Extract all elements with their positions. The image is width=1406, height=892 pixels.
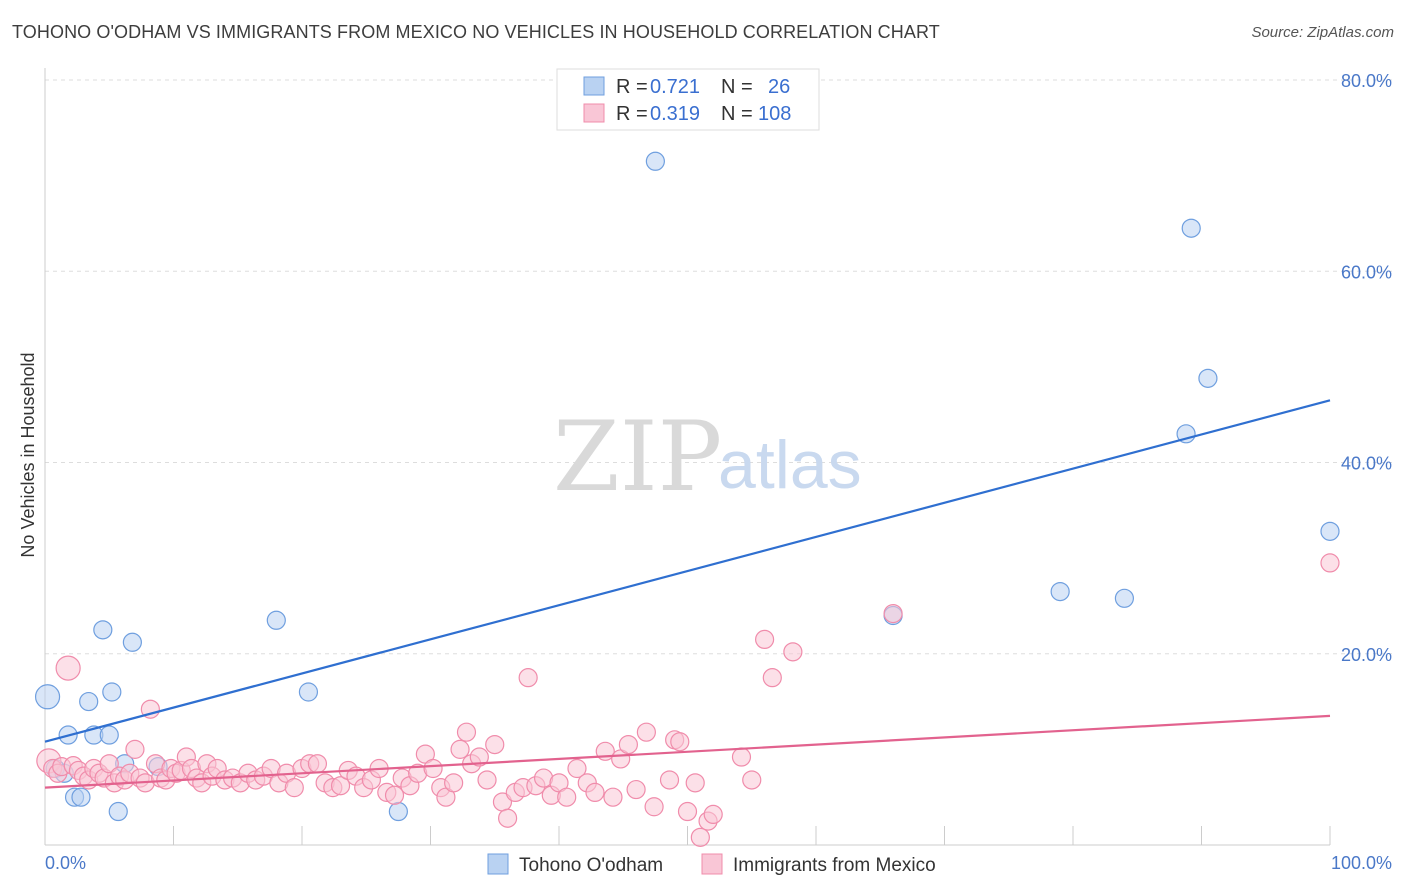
point-mexico — [659, 770, 680, 790]
point-mexico — [99, 754, 119, 774]
point-mexico — [284, 778, 304, 798]
watermark-zip: ZIP — [553, 401, 722, 513]
point-mexico — [636, 722, 656, 742]
point-mexico — [731, 747, 752, 767]
watermark-atlas: atlas — [718, 427, 862, 503]
bottom-legend-swatch-tohono — [487, 853, 509, 875]
point-tohono — [1114, 588, 1135, 608]
point-mexico — [567, 758, 587, 779]
point-tohono — [266, 610, 286, 630]
point-mexico — [685, 773, 705, 793]
point-mexico — [626, 779, 646, 800]
legend-r-label-2: R = — [616, 103, 648, 125]
chart-title: TOHONO O'ODHAM VS IMMIGRANTS FROM MEXICO… — [12, 22, 940, 42]
axes — [44, 68, 1331, 846]
point-tohono — [93, 620, 113, 640]
legend-n-value-1: 26 — [768, 76, 790, 98]
point-mexico — [450, 739, 470, 759]
point-mexico — [677, 801, 698, 822]
point-mexico — [330, 776, 351, 796]
point-mexico — [456, 722, 477, 742]
point-mexico — [55, 655, 81, 681]
point-mexico — [423, 758, 443, 779]
point-mexico — [485, 734, 505, 755]
point-tohono — [388, 801, 408, 822]
data-points — [34, 151, 1340, 847]
point-mexico — [883, 603, 903, 624]
point-mexico — [762, 668, 782, 688]
point-mexico — [603, 787, 623, 807]
trend-line-mexico — [44, 714, 1331, 789]
point-tohono — [79, 691, 99, 712]
point-mexico — [498, 808, 518, 828]
point-mexico — [703, 804, 723, 825]
point-tohono — [71, 787, 91, 807]
point-mexico — [754, 629, 775, 650]
y-axis-label: No Vehicles in Household — [18, 352, 38, 557]
point-mexico — [307, 754, 328, 774]
y-tick-labels: 20.0% 40.0% 60.0% 80.0% — [1341, 71, 1392, 665]
point-mexico — [444, 773, 464, 793]
legend: R = 0.721 N = 26 R = 0.319 N = 108 — [556, 68, 820, 131]
point-mexico — [742, 770, 762, 790]
source-label: Source: ZipAtlas.com — [1251, 24, 1394, 41]
point-mexico — [585, 782, 605, 803]
legend-r-value-2: 0.319 — [650, 103, 700, 125]
point-mexico — [518, 668, 538, 688]
legend-swatch-tohono — [583, 76, 605, 96]
point-mexico — [618, 734, 638, 755]
bottom-legend-swatch-mexico — [701, 853, 723, 875]
point-tohono — [1320, 521, 1340, 541]
legend-swatch-mexico — [583, 103, 605, 123]
point-tohono — [1198, 368, 1218, 388]
watermark: ZIP atlas — [553, 401, 862, 513]
y-tick-label: 20.0% — [1341, 645, 1392, 665]
legend-n-label-2: N = — [721, 103, 753, 125]
y-tick-label: 60.0% — [1341, 262, 1392, 282]
point-tohono — [645, 151, 665, 171]
point-tohono — [298, 682, 319, 702]
y-tick-label: 80.0% — [1341, 71, 1392, 91]
x-tick-label: 100.0% — [1331, 853, 1392, 873]
point-mexico — [140, 699, 160, 719]
point-mexico — [557, 787, 577, 807]
grid — [45, 79, 1392, 655]
point-tohono — [108, 801, 128, 822]
point-tohono — [99, 725, 119, 745]
bottom-legend-label-mexico: Immigrants from Mexico — [733, 855, 936, 876]
bottom-legend: Tohono O'odham Immigrants from Mexico — [487, 853, 936, 876]
point-mexico — [783, 642, 803, 662]
point-tohono — [122, 632, 142, 652]
point-tohono — [1050, 581, 1070, 602]
point-tohono — [102, 682, 122, 702]
x-tick-labels: 0.0% 100.0% — [45, 853, 1392, 873]
point-mexico — [469, 747, 489, 767]
trend-line-tohono — [44, 399, 1331, 743]
point-tohono — [34, 684, 61, 710]
legend-n-value-2: 108 — [758, 103, 791, 125]
point-mexico — [644, 797, 664, 817]
point-mexico — [384, 785, 405, 805]
legend-r-label-1: R = — [616, 76, 648, 98]
trend-lines — [44, 399, 1331, 789]
point-mexico — [670, 732, 690, 752]
point-tohono — [1181, 218, 1201, 238]
point-mexico — [1320, 553, 1340, 573]
y-tick-label: 40.0% — [1341, 454, 1392, 474]
x-tick-label: 0.0% — [45, 853, 86, 873]
point-mexico — [125, 739, 145, 759]
bottom-legend-label-tohono: Tohono O'odham — [519, 855, 663, 876]
legend-r-value-1: 0.721 — [650, 76, 700, 98]
point-mexico — [477, 770, 497, 790]
legend-n-label-1: N = — [721, 76, 753, 98]
point-mexico — [690, 827, 710, 847]
